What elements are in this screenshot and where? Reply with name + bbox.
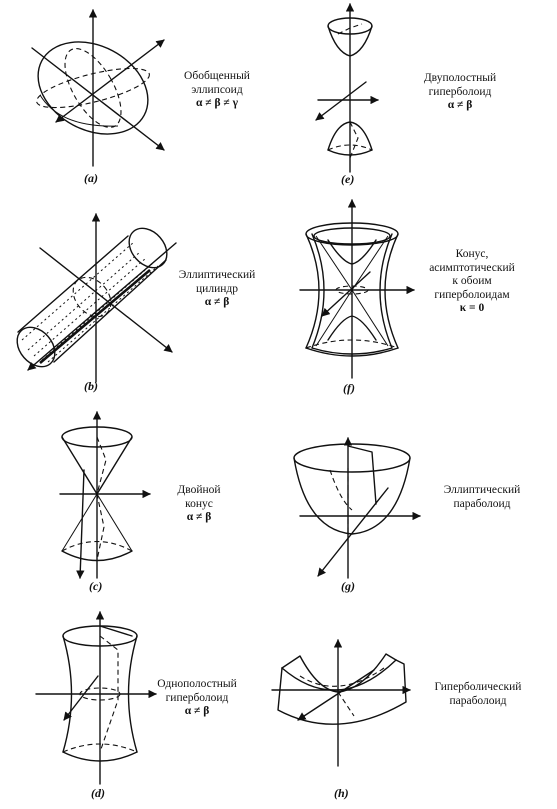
two-sheet-hyperboloid-surface — [315, 3, 379, 173]
panel-g-label-line-2: параболоид — [453, 497, 511, 510]
panel-g-caption: (g) — [341, 579, 355, 593]
panel-g-description: Эллиптический параболоид — [418, 484, 546, 511]
panel-f-label-line-4: гиперболоидам — [434, 288, 510, 301]
panel-b-label-line-1: Эллиптический — [178, 269, 256, 281]
panel-c-label-line-1: Двойной — [177, 484, 221, 496]
panel-f-caption: (f) — [343, 381, 355, 395]
panel-d-label-line-1: Однополостный — [157, 678, 237, 690]
panel-e-caption: (e) — [341, 172, 355, 186]
panel-d-caption: (d) — [91, 786, 105, 800]
elliptic-paraboloid-surface — [293, 437, 421, 579]
panel-c-condition: α ≠ β — [186, 511, 212, 523]
hyperbolic-paraboloid-surface — [271, 639, 411, 767]
panel-a-label-line-2: эллипсоид — [191, 83, 243, 96]
panel-f-description: Конус, асимптотический к обоим гиперболо… — [408, 248, 536, 316]
panel-c-caption: (c) — [89, 579, 103, 593]
panel-b-caption: (b) — [84, 379, 98, 393]
panel-f-label-line-2: асимптотический — [429, 261, 515, 274]
one-sheet-hyperboloid-surface — [35, 611, 157, 785]
panel-a-condition: α ≠ β ≠ γ — [196, 97, 238, 109]
asymptotic-cone-surface — [299, 199, 415, 379]
panel-f-label-line-1: Конус, — [455, 248, 489, 260]
panel-f-label-line-3: к обоим — [452, 275, 492, 287]
panel-h-label-line-2: параболоид — [449, 694, 507, 707]
panel-e-label-line-2: гиперболоид — [428, 85, 492, 98]
panel-b-description: Эллиптический цилиндр α ≠ β — [158, 269, 276, 310]
panel-h-caption: (h) — [334, 786, 349, 800]
panel-e-label-line-1: Двуполостный — [423, 72, 497, 84]
elliptic-cylinder-surface — [16, 213, 177, 383]
panel-e-description: Двуполостный гиперболоид α ≠ β — [396, 72, 524, 113]
panel-b-label-line-2: цилиндр — [196, 282, 238, 295]
panel-f-condition: κ = 0 — [459, 302, 485, 314]
panel-b-condition: α ≠ β — [204, 296, 230, 308]
panel-c-label-line-2: конус — [185, 497, 213, 510]
panel-h-label-line-1: Гиперболический — [434, 681, 522, 693]
panel-h-description: Гиперболический параболоид — [410, 681, 546, 708]
panel-a-description: Обобщенный эллипсоид α ≠ β ≠ γ — [158, 70, 276, 111]
panel-a-label-line-1: Обобщенный — [184, 70, 250, 82]
panel-c-description: Двойной конус α ≠ β — [140, 484, 258, 525]
panel-e-condition: α ≠ β — [447, 99, 473, 111]
panel-a-caption: (a) — [84, 171, 98, 185]
panel-d-label-line-2: гиперболоид — [165, 691, 229, 704]
panel-d-condition: α ≠ β — [184, 705, 210, 717]
panel-d-description: Однополостный гиперболоид α ≠ β — [136, 678, 258, 719]
ellipsoid-surface — [31, 9, 165, 167]
double-cone-surface — [59, 411, 151, 579]
panel-g-label-line-1: Эллиптический — [443, 484, 521, 496]
